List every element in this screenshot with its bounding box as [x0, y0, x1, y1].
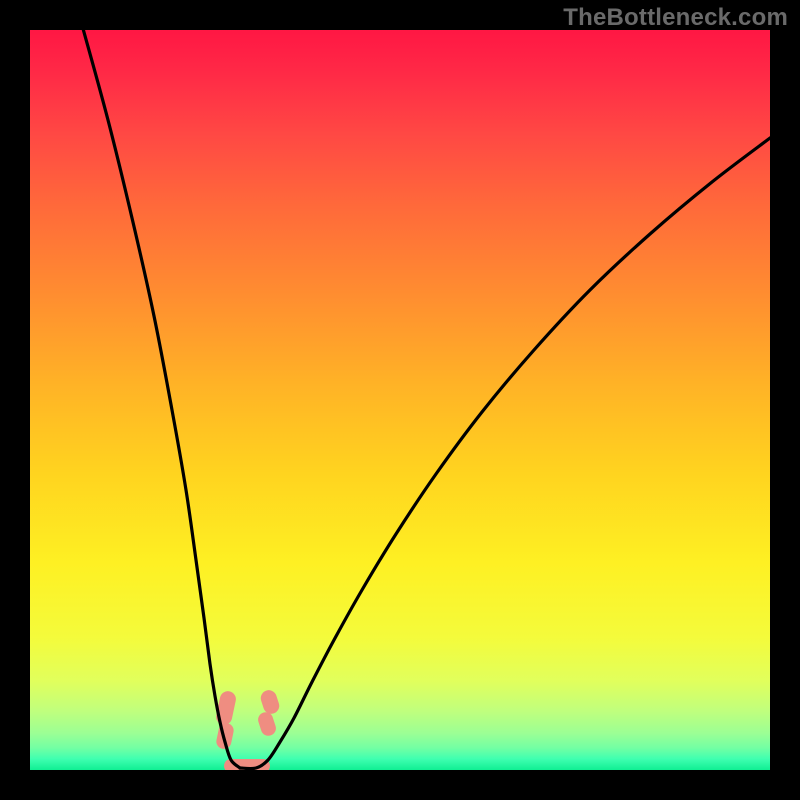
watermark-text: TheBottleneck.com	[563, 4, 788, 32]
bottleneck-curve	[30, 30, 770, 770]
valley-marker	[256, 710, 278, 737]
chart-outer: TheBottleneck.com	[0, 0, 800, 800]
plot-area	[30, 30, 770, 770]
curve-left-branch	[82, 30, 240, 768]
valley-marker	[259, 688, 282, 716]
curve-right-branch	[240, 138, 770, 769]
